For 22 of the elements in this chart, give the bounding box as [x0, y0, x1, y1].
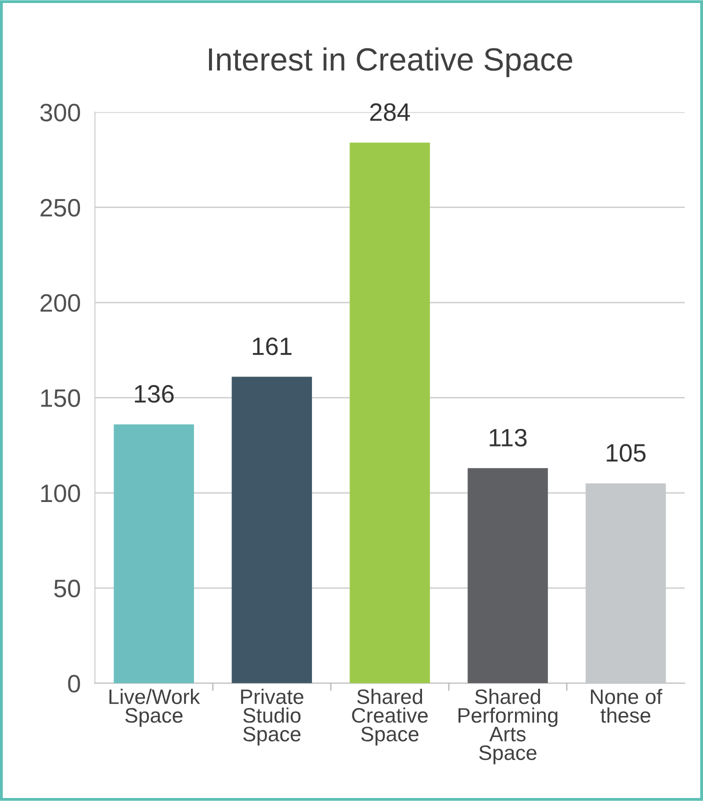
- x-tick-label: Private Studio Space: [241, 688, 304, 746]
- y-tick-label: 50: [54, 580, 80, 598]
- data-label: 284: [370, 103, 410, 121]
- y-tick-label: 150: [41, 389, 80, 407]
- data-label: 105: [606, 444, 646, 462]
- chart-title: Interest in Creative Space: [209, 47, 572, 78]
- y-tick-label: 100: [41, 484, 80, 502]
- data-label: 136: [134, 385, 174, 403]
- y-tick-label: 300: [40, 104, 80, 122]
- bar: [350, 142, 430, 684]
- x-tick-label: Live/Work Space: [109, 688, 200, 727]
- x-tick-label: Shared Creative Space: [352, 688, 428, 746]
- y-tick-label: 0: [68, 674, 80, 693]
- x-tick-label: None of these: [590, 688, 662, 723]
- bar: [232, 376, 312, 684]
- data-label: 161: [252, 337, 292, 356]
- bar: [468, 468, 548, 684]
- y-tick-label: 200: [40, 294, 80, 312]
- y-tick-label: 250: [40, 198, 80, 217]
- data-label: 113: [490, 428, 527, 447]
- x-tick-label: Shared Performing Arts Space: [458, 688, 558, 764]
- bar: [114, 424, 194, 684]
